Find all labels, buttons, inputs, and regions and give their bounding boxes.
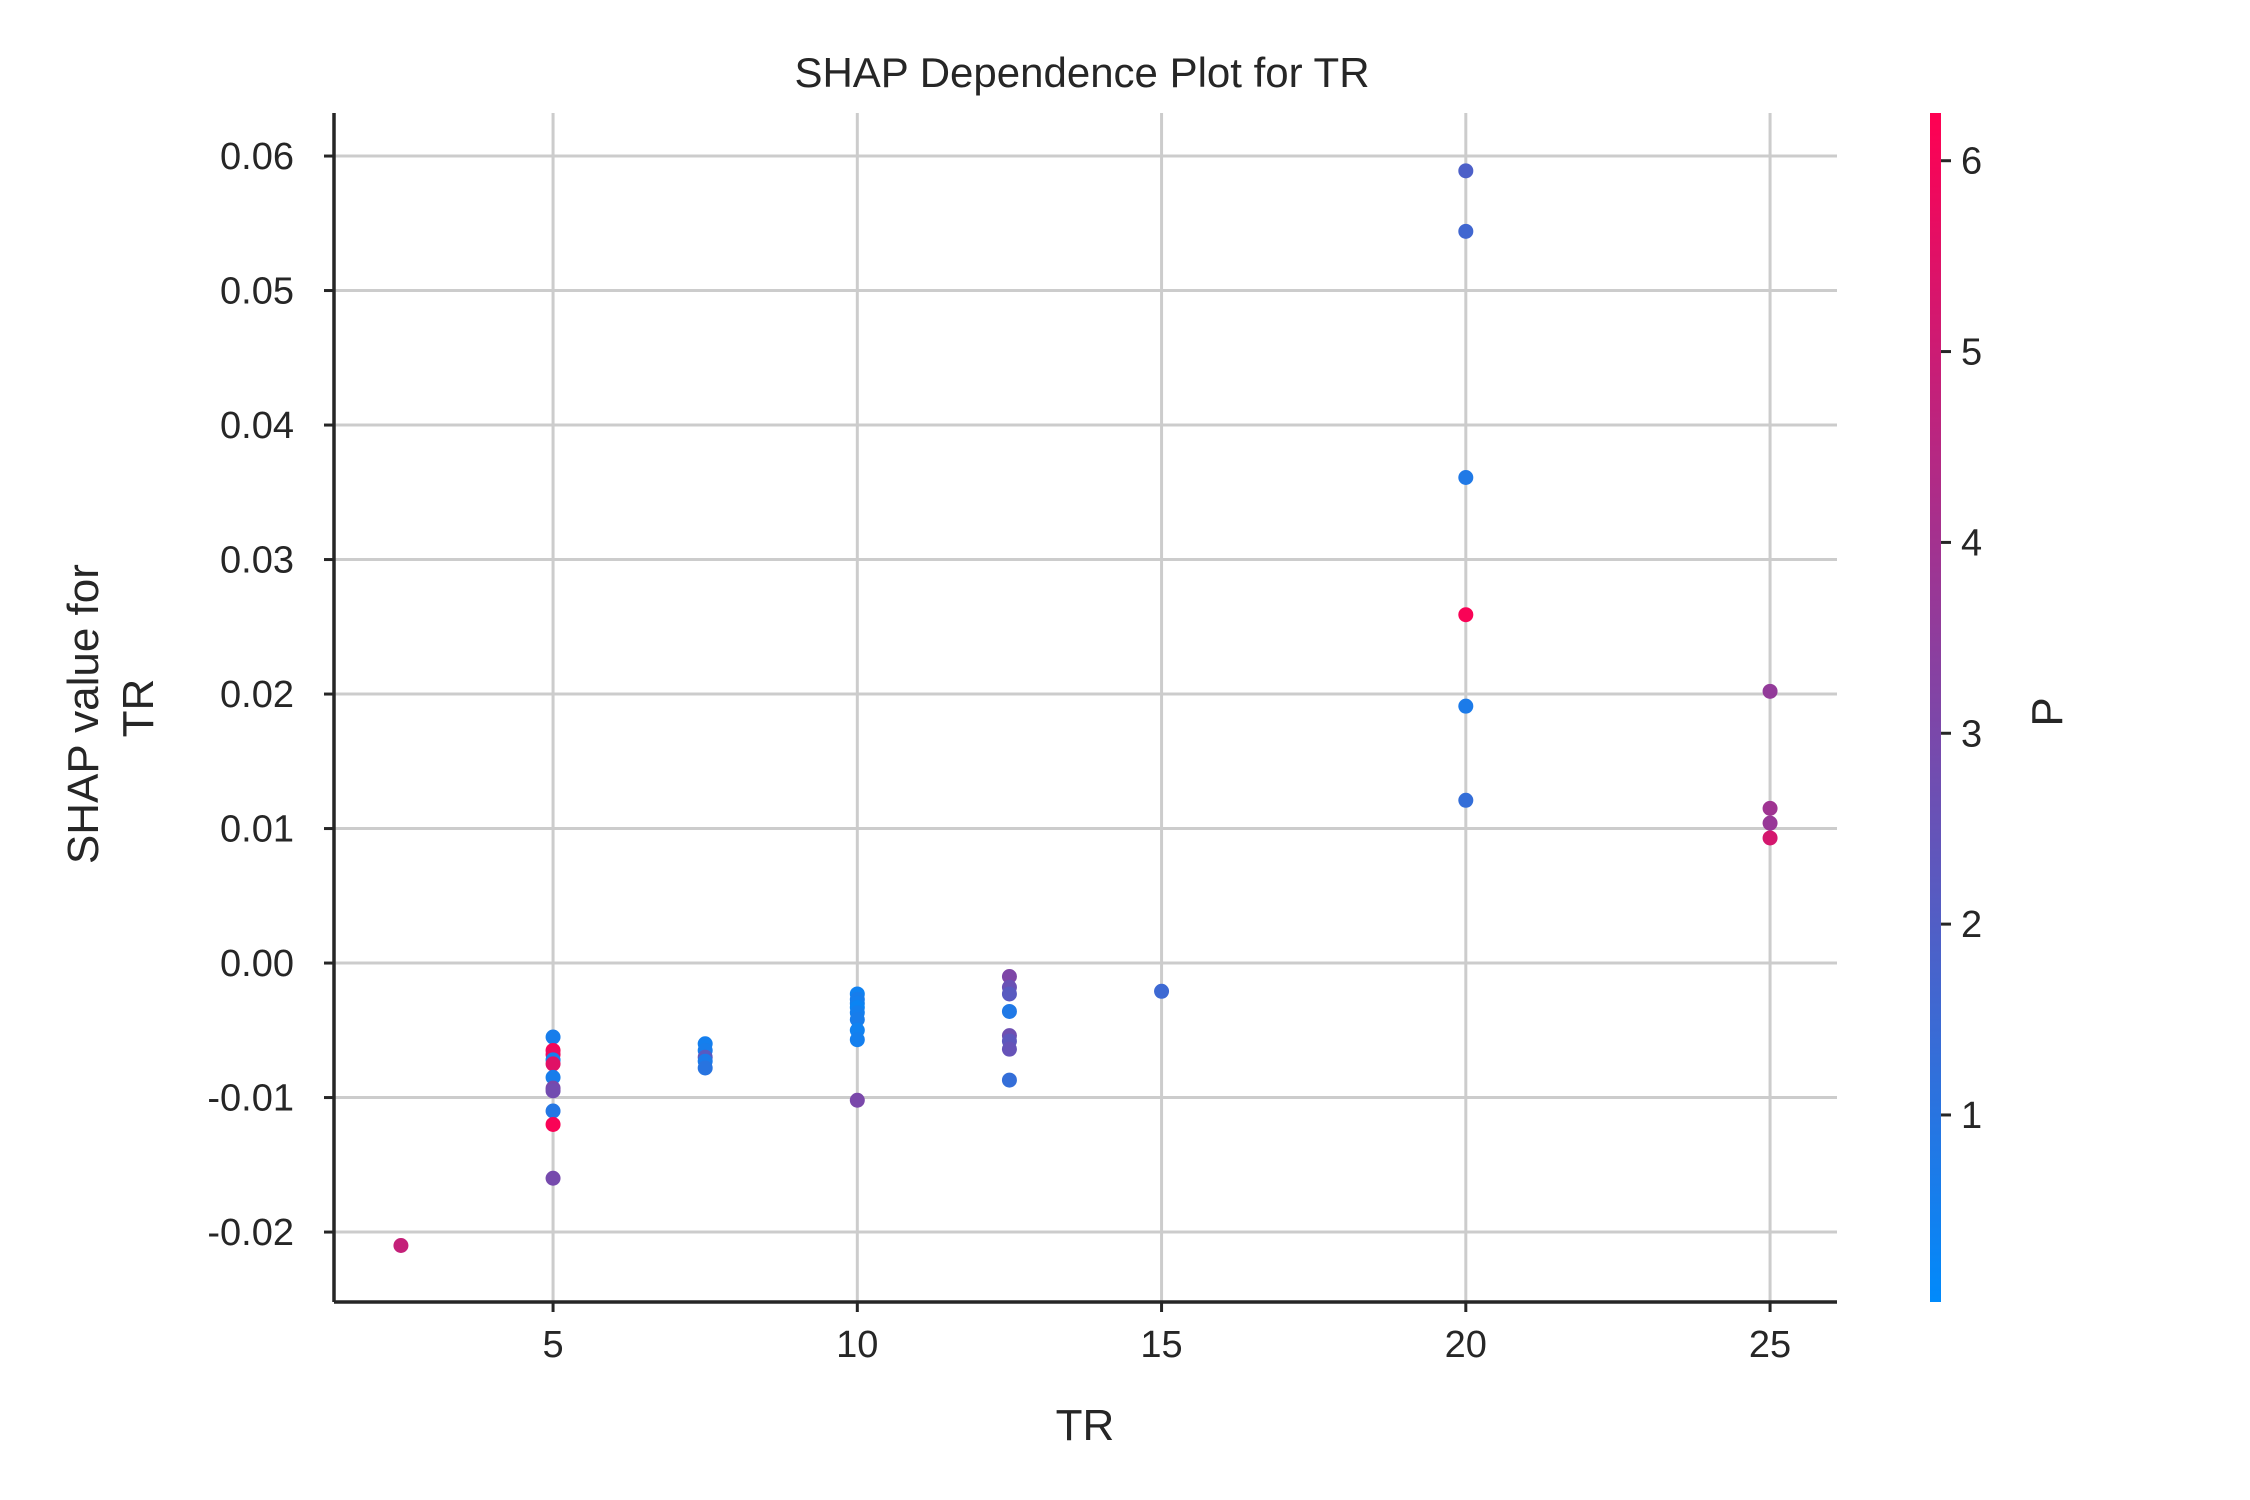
y-tick-label: 0.01 (220, 809, 294, 851)
data-point (1001, 986, 1017, 1002)
colorbar-label: P (2023, 697, 2072, 726)
data-point (697, 1060, 713, 1076)
data-point (1458, 698, 1474, 714)
data-point (1458, 223, 1474, 239)
y-axis-ticks: 0.06 0.05 0.04 0.03 0.02 0.01 0.00 -0.01 -0.02 (207, 136, 334, 1254)
data-point (1001, 1041, 1017, 1057)
data-point (545, 1056, 561, 1072)
data-point (1458, 163, 1474, 179)
data-point (393, 1238, 409, 1254)
colorbar-tick-label: 2 (1961, 904, 1982, 946)
data-point (545, 1116, 561, 1132)
colorbar-tick-label: 6 (1961, 141, 1982, 183)
x-tick-label: 25 (1749, 1324, 1791, 1366)
data-point (1001, 1072, 1017, 1088)
x-axis-ticks: 5 10 15 20 25 (542, 1302, 1791, 1366)
data-point (849, 1092, 865, 1108)
y-axis-label-line-1: SHAP value for (59, 564, 108, 864)
x-axis-label: TR (1056, 1401, 1115, 1450)
scatter-points (393, 163, 1778, 1254)
y-tick-label: 0.00 (220, 943, 294, 985)
data-point (545, 1083, 561, 1099)
y-tick-label: 0.04 (220, 405, 294, 447)
data-point (545, 1103, 561, 1119)
data-point (1458, 792, 1474, 808)
plot-spines (332, 113, 1837, 1304)
y-tick-label: 0.03 (220, 540, 294, 582)
data-point (1001, 969, 1017, 985)
y-tick-label: 0.05 (220, 271, 294, 313)
colorbar (1930, 113, 1941, 1302)
y-tick-label: 0.06 (220, 136, 294, 178)
colorbar-tick-label: 5 (1961, 332, 1982, 374)
chart-title: SHAP Dependence Plot for TR (794, 49, 1369, 96)
y-tick-label: -0.02 (207, 1212, 294, 1254)
data-point (1762, 683, 1778, 699)
colorbar-tick-label: 4 (1961, 522, 1982, 564)
x-tick-label: 15 (1140, 1324, 1182, 1366)
x-tick-label: 10 (836, 1324, 878, 1366)
grid-lines (334, 113, 1837, 1302)
y-axis-label: SHAP value for TR (59, 552, 163, 864)
colorbar-ticks: 1 2 3 4 5 6 (1941, 141, 1982, 1137)
data-point (1458, 470, 1474, 486)
data-point (1458, 607, 1474, 623)
y-tick-label: -0.01 (207, 1078, 294, 1120)
data-point (849, 1032, 865, 1048)
data-point (1154, 983, 1170, 999)
y-axis-label-line-2: TR (114, 679, 163, 738)
y-tick-label: 0.02 (220, 674, 294, 716)
colorbar-tick-label: 1 (1961, 1095, 1982, 1137)
data-point (849, 1012, 865, 1028)
data-point (1001, 1003, 1017, 1019)
data-point (545, 1069, 561, 1085)
data-point (545, 1170, 561, 1186)
data-point (1762, 830, 1778, 846)
data-point (1762, 815, 1778, 831)
data-point (545, 1029, 561, 1045)
data-point (1762, 800, 1778, 816)
colorbar-tick-label: 3 (1961, 713, 1982, 755)
x-tick-label: 5 (542, 1324, 563, 1366)
x-tick-label: 20 (1445, 1324, 1487, 1366)
